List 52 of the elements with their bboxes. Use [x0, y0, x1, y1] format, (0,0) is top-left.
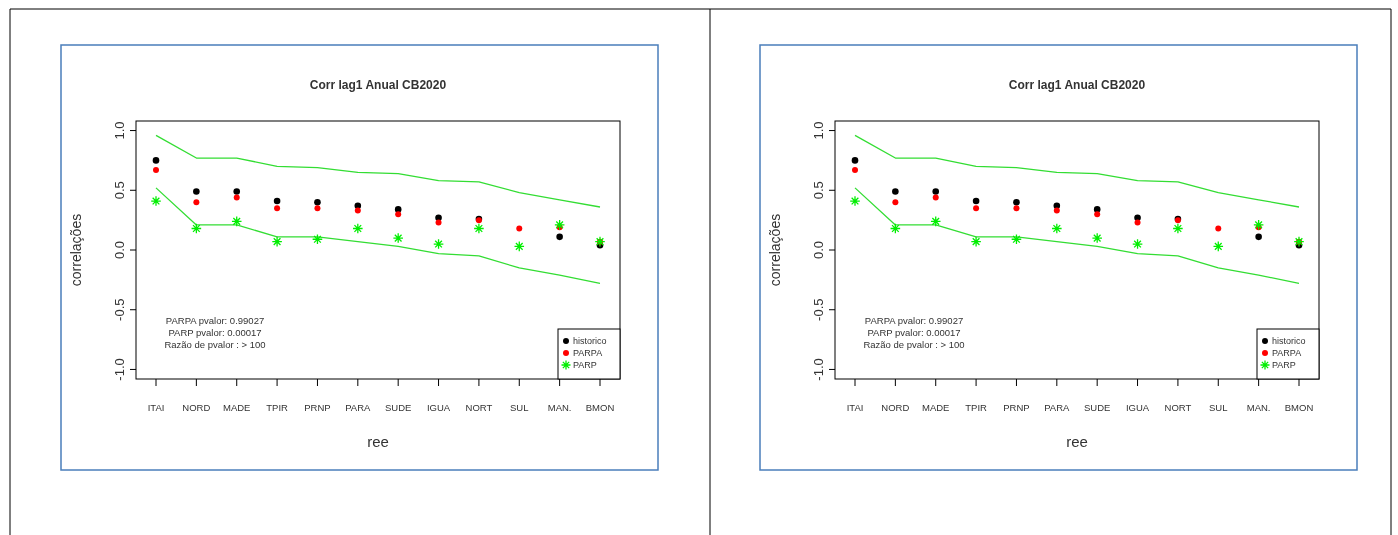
x-axis-title: ree [367, 433, 389, 450]
x-tick-label: ITAI [846, 402, 864, 413]
x-tick-label: NORT [1164, 402, 1192, 413]
x-tick-label: PRNP [304, 402, 331, 413]
x-tick-label: BMON [585, 402, 615, 413]
annotation: Razão de pvalor : > 100 [863, 339, 965, 350]
x-tick-label: TPIR [266, 402, 289, 413]
x-tick-label: IGUA [426, 402, 451, 413]
x-tick-label: ITAI [147, 402, 165, 413]
annotation: PARPA pvalor: 0.99027 [864, 315, 964, 326]
y-tick-label: -0.5 [112, 298, 127, 321]
x-tick-label: SUL [1209, 402, 1228, 413]
y-axis-title: correlações [767, 213, 783, 287]
y-tick-label: 0.0 [112, 240, 127, 260]
x-tick-label: SUL [510, 402, 529, 413]
x-tick-label: IGUA [1125, 402, 1150, 413]
y-tick-label: -0.5 [811, 298, 826, 321]
annotation: Razão de pvalor : > 100 [164, 339, 266, 350]
x-tick-label: PARA [1044, 402, 1071, 413]
x-tick-label: NORT [465, 402, 493, 413]
annotation: PARP pvalor: 0.00017 [867, 327, 961, 338]
y-tick-label: 0.5 [112, 181, 127, 200]
x-tick-label: PARA [345, 402, 372, 413]
x-tick-label: SUDE [384, 402, 412, 413]
legend-label: historico [573, 336, 607, 346]
y-tick-label: 1.0 [811, 121, 826, 140]
legend-label: historico [1272, 336, 1306, 346]
x-tick-label: PRNP [1003, 402, 1030, 413]
x-tick-label: MADE [223, 402, 251, 413]
y-tick-label: -1.0 [112, 358, 127, 381]
x-tick-label: MADE [922, 402, 950, 413]
chart-title: Corr lag1 Anual CB2020 [1008, 78, 1146, 92]
annotation: PARP pvalor: 0.00017 [168, 327, 262, 338]
y-tick-label: -1.0 [811, 358, 826, 381]
annotation: PARPA pvalor: 0.99027 [165, 315, 265, 326]
y-tick-label: 0.5 [811, 181, 826, 200]
x-tick-label: NORD [881, 402, 910, 413]
x-tick-label: MAN. [547, 402, 572, 413]
y-axis-title: correlações [68, 213, 84, 287]
x-tick-label: SUDE [1083, 402, 1111, 413]
y-tick-label: 1.0 [112, 121, 127, 140]
y-tick-label: 0.0 [811, 240, 826, 260]
x-tick-label: BMON [1284, 402, 1314, 413]
legend-label: PARPA [573, 348, 603, 358]
legend-label: PARP [573, 360, 597, 370]
x-tick-label: NORD [182, 402, 211, 413]
chart-title: Corr lag1 Anual CB2020 [309, 78, 447, 92]
legend-label: PARPA [1272, 348, 1302, 358]
legend-label: PARP [1272, 360, 1296, 370]
x-tick-label: TPIR [965, 402, 988, 413]
x-tick-label: MAN. [1246, 402, 1271, 413]
x-axis-title: ree [1066, 433, 1088, 450]
